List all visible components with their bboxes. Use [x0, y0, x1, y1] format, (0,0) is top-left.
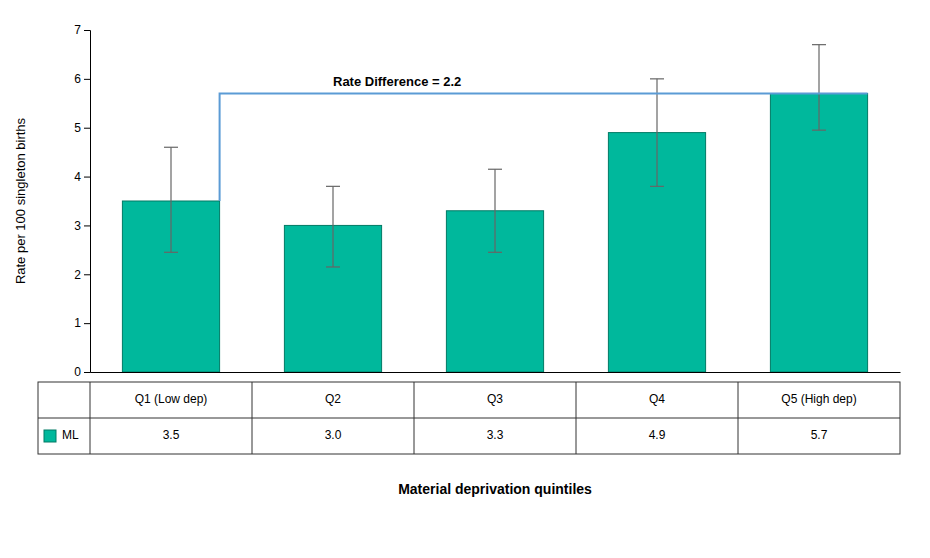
table-header: Q1 (Low dep) [135, 392, 208, 406]
error-bar-cap-upper [650, 78, 664, 79]
y-tick-mark [84, 30, 90, 31]
plot: 0 1 2 3 4 5 6 7 Rate Difference = 2.2 Q1 (Low dep… [38, 23, 901, 454]
legend-swatch [44, 430, 56, 442]
y-tick-mark [84, 79, 90, 80]
y-axis-title: Rate per 100 singleton births [13, 117, 28, 284]
error-bar-cap-lower [488, 252, 502, 253]
error-bar [326, 186, 340, 267]
y-axis-line [84, 31, 91, 373]
y-tick-mark [84, 323, 90, 324]
error-bar [812, 45, 826, 130]
table-header: Q4 [649, 392, 665, 406]
y-tick-label: 0 [74, 365, 81, 379]
table-rule [738, 382, 739, 454]
error-bar-cap-upper [326, 186, 340, 187]
y-tick: 1 [74, 316, 90, 330]
y-tick-label: 2 [74, 268, 81, 282]
y-tick: 0 [74, 365, 90, 379]
y-tick: 5 [74, 121, 90, 135]
y-tick-label: 1 [74, 316, 81, 330]
y-tick-label: 5 [74, 121, 81, 135]
table: Q1 (Low dep) Q2 Q3 Q4 Q5 (High dep) 3.5 3.0 3.3… [38, 382, 900, 454]
table-rule [252, 382, 253, 454]
error-bar-cap-upper [164, 147, 178, 148]
rate-difference-line [220, 94, 868, 201]
y-tick: 2 [74, 268, 90, 282]
error-bar [650, 79, 664, 186]
error-bar-stem [656, 79, 657, 186]
marks [122, 45, 867, 372]
y-tick-mark [84, 274, 90, 275]
error-bar [164, 147, 178, 252]
data-label: 3.5 [163, 428, 180, 442]
error-bar-cap-lower [164, 252, 178, 253]
y-tick-label: 6 [74, 72, 81, 86]
table-rule [576, 382, 577, 454]
table-row-label: ML [62, 428, 79, 442]
y-tick: 7 [74, 23, 90, 37]
y-tick-mark [84, 128, 90, 129]
table-rule [90, 382, 91, 454]
table-header: Q3 [487, 392, 503, 406]
data-label: 5.7 [811, 428, 828, 442]
x-axis-title: Material deprivation quintiles [398, 481, 592, 497]
error-bar-stem [494, 169, 495, 252]
table-border [38, 382, 900, 454]
y-tick-mark [84, 372, 90, 373]
table-header: Q5 (High dep) [781, 392, 856, 406]
data-label: 4.9 [649, 428, 666, 442]
x-axis [91, 372, 901, 373]
y-axis: 0 1 2 3 4 5 6 7 [74, 23, 90, 379]
data-label: 3.3 [487, 428, 504, 442]
y-tick: 6 [74, 72, 90, 86]
chart: 0 1 2 3 4 5 6 7 Rate Difference = 2.2 Q1 (Low dep… [0, 0, 930, 558]
table-rule [38, 418, 900, 419]
x-axis-line [91, 372, 901, 373]
error-bar-cap-upper [488, 169, 502, 170]
error-bar-cap-lower [326, 266, 340, 267]
y-tick: 3 [74, 219, 90, 233]
table-rule [414, 382, 415, 454]
error-bar-cap-upper [812, 44, 826, 45]
y-tick-label: 7 [74, 23, 81, 37]
data-label: 3.0 [325, 428, 342, 442]
error-bar [488, 169, 502, 252]
error-bar-cap-lower [812, 130, 826, 131]
error-bar-stem [170, 147, 171, 252]
y-tick-label: 3 [74, 219, 81, 233]
error-bar-stem [818, 45, 819, 130]
table-header: Q2 [325, 392, 341, 406]
error-bar-cap-lower [650, 186, 664, 187]
annotation: Rate Difference = 2.2 [333, 74, 461, 89]
y-tick: 4 [74, 170, 90, 184]
error-bar-stem [332, 186, 333, 267]
y-tick-label: 4 [74, 170, 81, 184]
bar [770, 94, 867, 372]
y-tick-mark [84, 177, 90, 178]
y-tick-mark [84, 225, 90, 226]
